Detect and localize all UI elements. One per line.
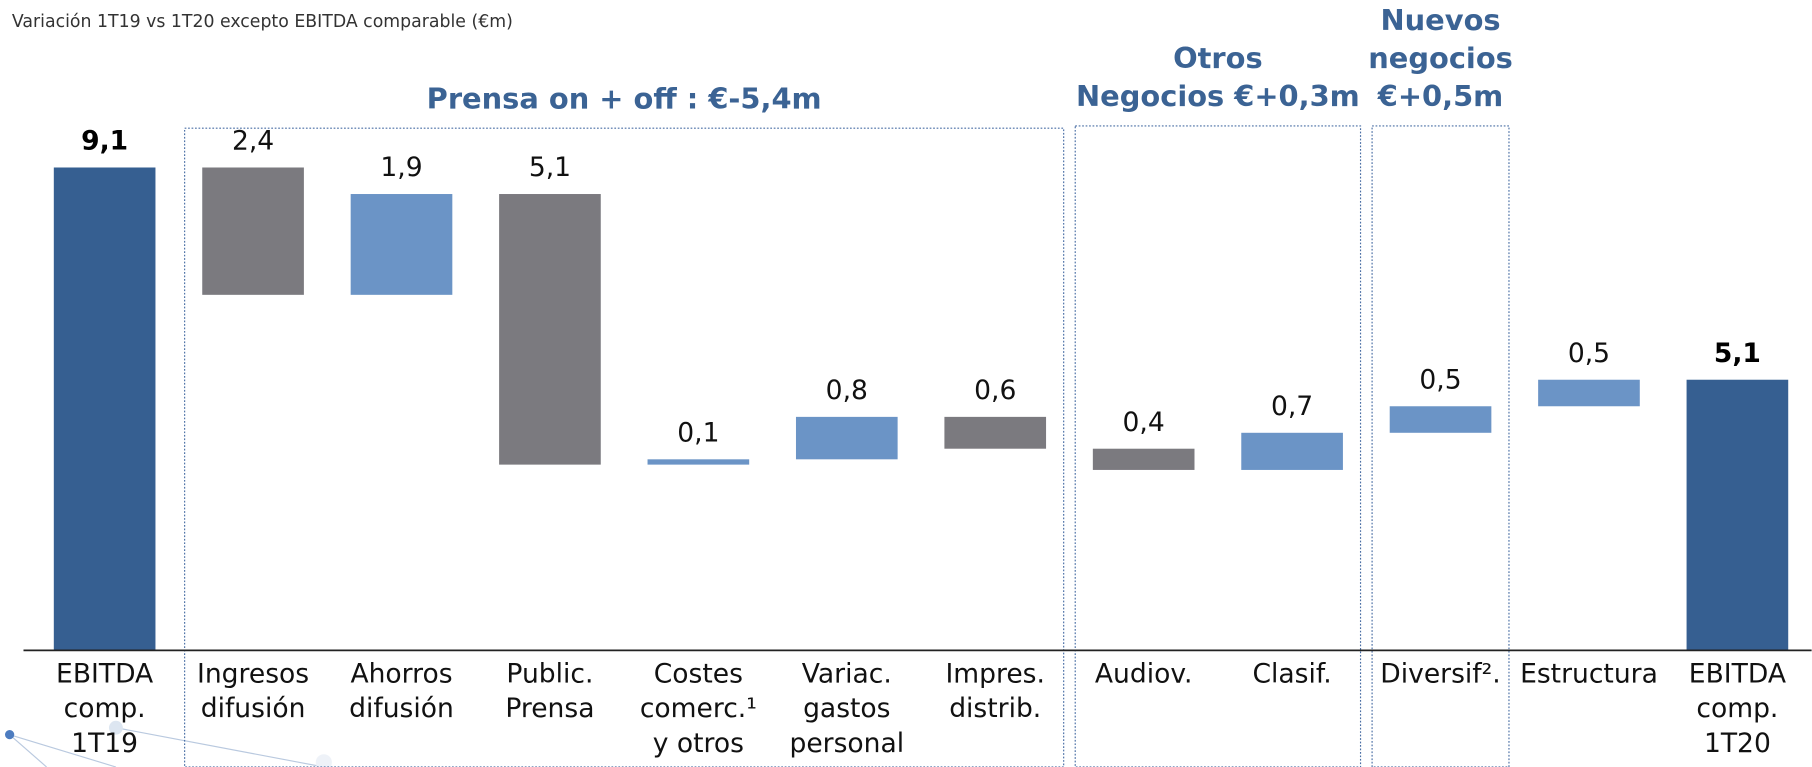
value-label: 1,9 (380, 152, 422, 183)
value-label: 0,4 (1123, 407, 1165, 438)
x-tick-line: Ingresos (197, 658, 309, 689)
x-tick-label: Public. Prensa (505, 658, 594, 724)
bar (350, 194, 453, 295)
x-tick-line: Audiov. (1095, 658, 1193, 689)
x-tick-line: Prensa (505, 693, 594, 724)
x-tick-label: Variac. gastos personal (789, 658, 904, 758)
bar (1389, 406, 1492, 433)
x-tick-label: EBITDA comp. 1T19 (56, 658, 153, 758)
value-label: 0,7 (1271, 391, 1313, 422)
group-title: €+0,5m (1377, 79, 1503, 113)
x-tick-label: Ingresos difusión (197, 658, 309, 724)
x-tick-line: EBITDA (1689, 658, 1786, 689)
bar (795, 416, 898, 460)
x-tick-label: Impres. distrib. (945, 658, 1044, 724)
x-tick-label: Estructura (1520, 658, 1658, 689)
bar (1538, 379, 1640, 407)
x-tick-line: 1T19 (71, 727, 138, 758)
value-label: 9,1 (81, 126, 128, 157)
group-box (1074, 125, 1362, 767)
group-title: Otros (1173, 41, 1263, 75)
x-tick-line: Estructura (1520, 658, 1658, 689)
x-tick-line: Diversif². (1380, 658, 1500, 689)
value-label: 0,5 (1568, 338, 1610, 369)
value-label: 0,1 (677, 417, 719, 448)
bar (1686, 379, 1789, 651)
value-label: 0,6 (974, 375, 1016, 406)
bar (499, 194, 601, 465)
bar (53, 167, 156, 651)
x-tick-line: y otros (653, 727, 744, 758)
x-tick-line: 1T20 (1704, 727, 1771, 758)
x-tick-label: EBITDA comp. 1T20 (1689, 658, 1786, 758)
x-tick-label: Diversif². (1380, 658, 1500, 689)
value-label: 5,1 (1714, 338, 1761, 369)
x-tick-line: distrib. (949, 693, 1041, 724)
group-title: Nuevos (1380, 3, 1500, 37)
group-title: Negocios €+0,3m (1076, 79, 1360, 113)
x-tick-line: comerc.¹ (640, 693, 757, 724)
x-tick-label: Ahorros difusión (349, 658, 454, 724)
group-title: negocios (1368, 41, 1513, 75)
group-title: Prensa on + off : €-5,4m (427, 81, 822, 115)
network-decoration (5, 720, 332, 767)
group-box (1371, 125, 1510, 767)
x-tick-line: Variac. (802, 658, 892, 689)
x-tick-line: difusión (201, 693, 306, 724)
value-label: 5,1 (529, 152, 571, 183)
bar (1241, 432, 1343, 470)
value-label: 0,5 (1419, 364, 1461, 395)
bar (647, 459, 750, 465)
value-label: 2,4 (232, 126, 274, 157)
x-tick-label: Costes comerc.¹ y otros (640, 658, 757, 758)
x-tick-line: Public. (506, 658, 593, 689)
x-tick-line: difusión (349, 693, 454, 724)
chart-title: Variación 1T19 vs 1T20 excepto EBITDA co… (12, 12, 513, 32)
x-tick-line: gastos (803, 693, 890, 724)
group-box (184, 127, 1065, 767)
x-tick-line: comp. (1696, 693, 1778, 724)
bar (202, 167, 304, 295)
x-tick-line: EBITDA (56, 658, 153, 689)
x-tick-line: comp. (64, 693, 146, 724)
x-tick-label: Audiov. (1095, 658, 1193, 689)
x-tick-line: Costes (654, 658, 743, 689)
x-tick-line: Impres. (945, 658, 1044, 689)
bar (944, 416, 1047, 449)
x-tick-label: Clasif. (1252, 658, 1331, 689)
x-tick-line: personal (789, 727, 904, 758)
value-label: 0,8 (826, 375, 868, 406)
x-tick-line: Ahorros (350, 658, 452, 689)
bar (1092, 448, 1195, 470)
x-tick-line: Clasif. (1252, 658, 1331, 689)
